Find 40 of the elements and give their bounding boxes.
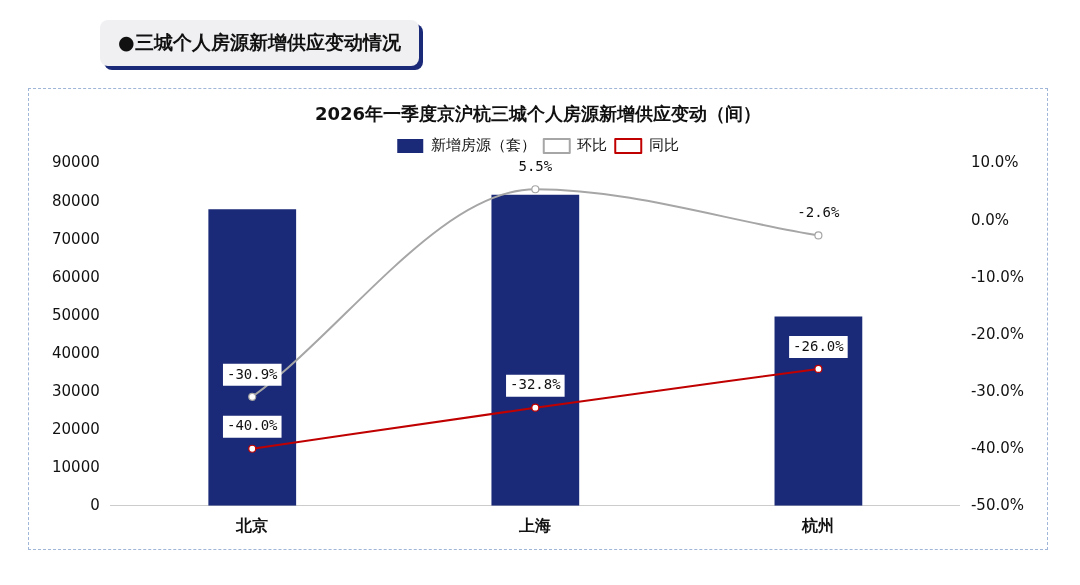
y2-tick-label: -30.0% [970,381,1025,400]
y-tick-label: 70000 [52,229,100,248]
y2-tick-label: -50.0% [970,495,1025,514]
y-tick-label: 50000 [52,305,100,324]
point [248,392,257,401]
y-tick-label: 60000 [52,267,100,286]
bar [208,209,297,506]
data-label: -2.6% [797,204,841,221]
point [814,364,823,374]
y-tick-label: 30000 [52,381,100,400]
chart-title: 2026年一季度京沪杭三城个人房源新增供应变动（间） [314,103,762,125]
data-label: -30.9% [226,365,279,382]
y-tick-label: 90000 [52,153,100,172]
bar [774,316,863,506]
bar [491,194,580,506]
legend-label: 同比 [648,135,679,154]
data-label: -40.0% [226,417,279,434]
point [531,403,540,412]
data-label: -32.8% [510,376,562,393]
legend-label: 环比 [577,135,608,154]
point [814,231,823,240]
y2-tick-label: 10.0% [970,153,1019,172]
point [248,444,257,453]
y2-tick-label: -20.0% [970,324,1025,343]
point [531,185,540,194]
y-tick-label: 0 [90,495,100,514]
data-label: 5.5% [518,157,553,174]
legend-label: 新增房源（套） [430,135,536,154]
y2-tick-label: -10.0% [970,267,1025,286]
chart-subtitle: ●三城个人房源新增供应变动情况 [100,20,419,66]
x-tick-label: 北京 [235,515,269,535]
y-tick-label: 20000 [52,419,100,438]
y-tick-label: 40000 [52,343,100,362]
x-tick-label: 上海 [518,515,552,535]
y-tick-label: 10000 [52,457,100,476]
y2-tick-label: -40.0% [970,438,1025,457]
x-tick-label: 杭州 [801,515,835,535]
y-tick-label: 80000 [52,191,100,210]
y2-tick-label: 0.0% [970,210,1010,229]
data-label: -26.0% [793,337,845,354]
